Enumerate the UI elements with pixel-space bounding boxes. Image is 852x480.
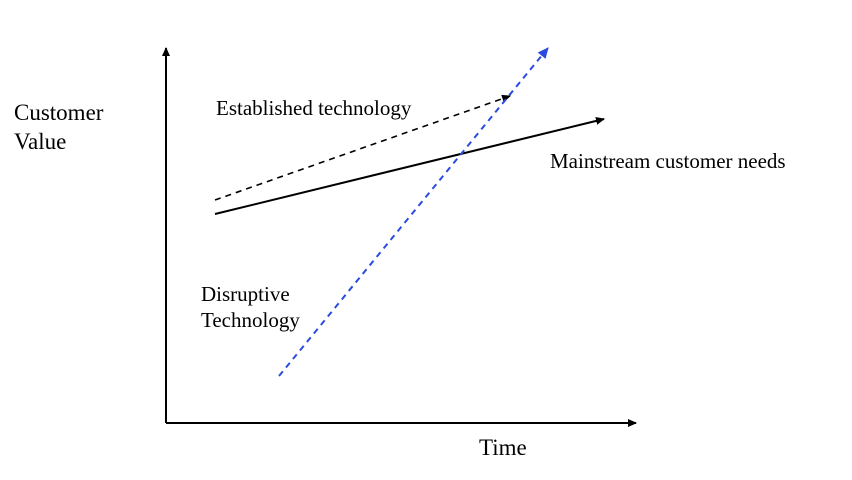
established-technology-label: Established technology — [216, 96, 412, 120]
mainstream-customer-needs-label: Mainstream customer needs — [550, 149, 786, 173]
disruptive-technology-label: Disruptive Technology — [201, 281, 300, 334]
y-axis-label-line1: Customer — [14, 100, 104, 125]
established-technology-line — [214, 94, 511, 201]
disruptive-technology-line — [278, 47, 549, 377]
y-axis-label: Customer Value — [14, 99, 103, 157]
mainstream-needs-line — [214, 117, 605, 215]
x-axis-label: Time — [479, 435, 527, 460]
disruptive-label-line2: Technology — [201, 308, 300, 333]
disruptive-label-line1: Disruptive — [201, 282, 290, 306]
y-axis-label-line2: Value — [14, 128, 67, 154]
